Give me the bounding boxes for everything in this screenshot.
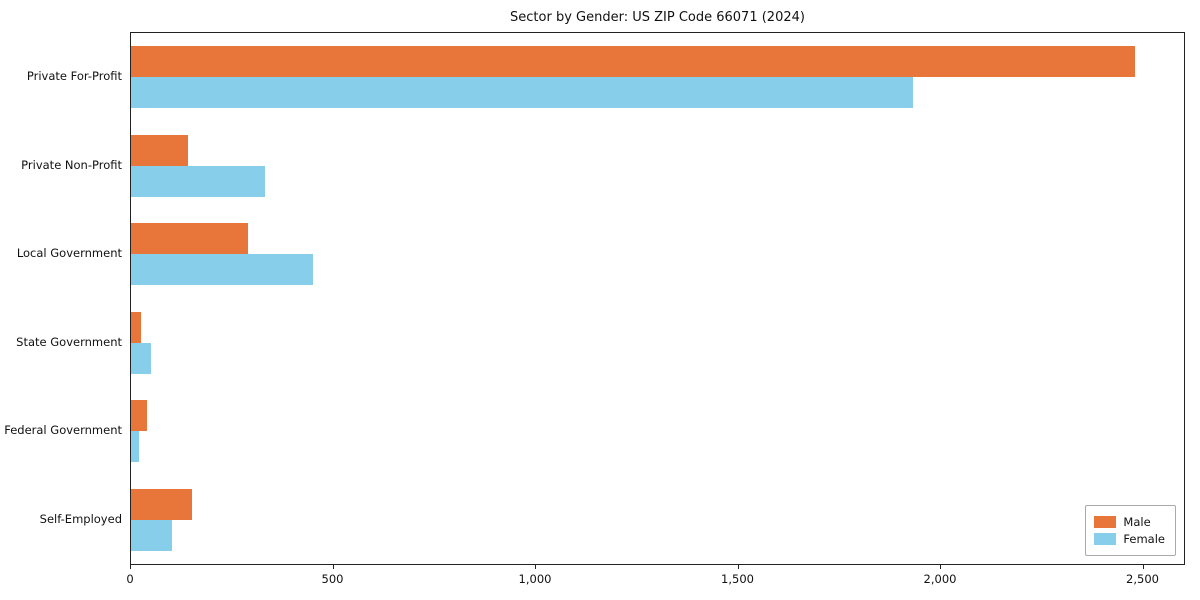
bar-female-3 [131, 342, 152, 374]
bar-female-4 [131, 431, 140, 463]
y-tick-label: Local Government [16, 246, 122, 261]
y-tick-label: Private For-Profit [26, 69, 122, 84]
bar-female-1 [131, 165, 265, 197]
legend: Male Female [1085, 505, 1176, 556]
y-tick-label: State Government [16, 334, 122, 349]
legend-label-female: Female [1123, 532, 1165, 546]
legend-entry-male: Male [1094, 515, 1165, 529]
legend-label-male: Male [1123, 515, 1151, 529]
y-tick-label: Self-Employed [39, 511, 122, 526]
x-tick-label: 2,000 [923, 572, 957, 586]
chart-title: Sector by Gender: US ZIP Code 66071 (202… [510, 10, 805, 25]
legend-swatch-male [1094, 516, 1117, 528]
x-axis: 0 500 1,000 1,500 2,000 2,500 [126, 565, 1185, 599]
bar-female-0 [131, 77, 913, 109]
x-tick-label: 1,000 [518, 572, 552, 586]
bar-male-0 [131, 46, 1136, 78]
y-tick-label: Private Non-Profit [21, 157, 122, 172]
y-axis-labels: Private For-Profit Private Non-Profit Loca… [0, 32, 122, 565]
x-tick-label: 1,500 [721, 572, 754, 586]
x-tick-label: 2,500 [1126, 572, 1159, 586]
bar-male-3 [131, 311, 142, 343]
x-tick-label: 0 [126, 572, 134, 586]
x-tick-mark [1142, 565, 1144, 569]
bar-female-5 [131, 519, 172, 551]
x-tick-mark [737, 565, 739, 569]
x-tick-mark [940, 565, 941, 569]
x-tick-mark [535, 565, 536, 569]
legend-swatch-female [1094, 533, 1117, 545]
bar-male-2 [131, 223, 249, 255]
y-tick-label: Federal Government [4, 423, 122, 438]
bar-male-1 [131, 134, 188, 166]
x-tick-mark [130, 565, 131, 569]
bar-male-4 [131, 400, 148, 432]
x-tick-label: 500 [321, 572, 344, 586]
bar-male-5 [131, 488, 192, 520]
bar-female-2 [131, 254, 314, 286]
x-tick-mark [332, 565, 334, 569]
legend-entry-female: Female [1094, 532, 1165, 546]
plot-area: Male Female [130, 32, 1185, 565]
